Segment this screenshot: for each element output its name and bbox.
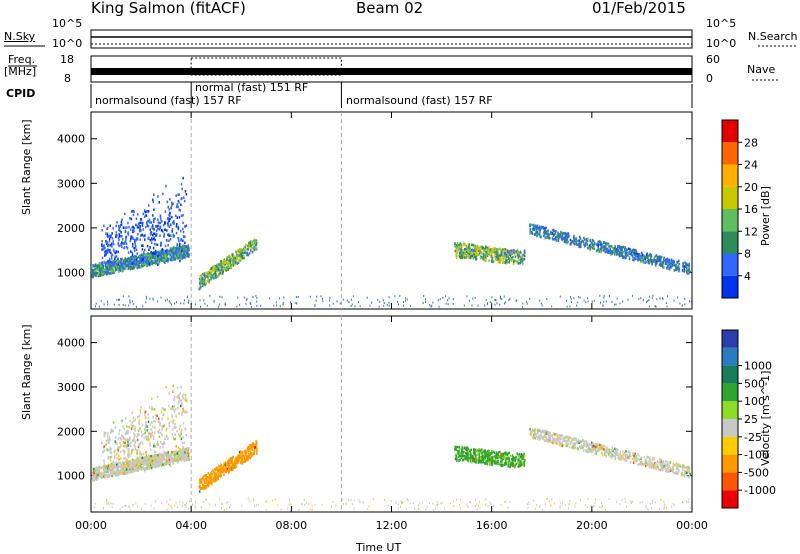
station-title: King Salmon (fitACF) [91,0,246,17]
power-plot-area [90,111,693,310]
velocity-colorbar-tick-label-6: 500 [744,377,765,390]
nsky-tick-top: 10^5 [52,17,83,30]
power-colorbar-swatch-0 [722,275,738,298]
xtick-label-6: 00:00 [676,519,708,532]
nave-tick-bottom: 0 [706,72,713,85]
velocity-colorbar-swatch-4 [722,419,738,437]
power-colorbar-swatch-4 [722,186,738,209]
velocity-colorbar-swatch-5 [722,401,738,419]
cpid-segment-3: normalsound (fast) 157 RF [346,94,493,107]
velocity-colorbar-swatch-0 [722,490,738,508]
freq-trace [91,68,692,75]
power-colorbar-swatch-3 [722,209,738,232]
velocity-colorbar-tick-label-4: 25 [744,413,758,426]
power-ytick-label-2: 3000 [57,177,85,190]
power-colorbar-tick-label-2: 12 [744,225,758,238]
power-colorbar-swatch-5 [722,164,738,187]
freq-label: Freq. [8,53,36,66]
vel-echoes [91,384,692,511]
nave-label: Nave [747,63,776,76]
nsearch-tick-top: 10^5 [706,17,737,30]
xlabel: Time UT [356,541,402,554]
cpid-segment-2: normal (fast) 151 RF [195,81,309,94]
velocity-colorbar-tick-label-2: -100 [744,449,769,462]
nsearch-label: N.Search [748,30,798,43]
cpid-label: CPID [6,87,36,100]
power-colorbar-tick-label-5: 24 [744,159,758,172]
vel-plot-area [90,315,693,513]
power-colorbar-swatch-6 [722,142,738,165]
freq-tick-bottom: 8 [64,72,71,85]
power-colorbar-tick-label-6: 28 [744,136,758,149]
velocity-colorbar-tick-label-1: -500 [744,466,769,479]
power-colorbar-swatch-2 [722,231,738,254]
velocity-colorbar-tick-label-0: -1000 [744,484,776,497]
cpid-segment-1: normalsound (fast) 157 RF [95,94,242,107]
velocity-colorbar-tick-label-3: -25 [744,431,762,444]
vel-ytick-label-2: 3000 [57,381,85,394]
date-title: 01/Feb/2015 [592,0,686,17]
nave-tick-top: 60 [706,53,720,66]
nsky-strip [90,29,693,49]
power-colorbar-tick-label-0: 4 [744,270,751,283]
freq-unit: [MHz] [4,65,37,78]
beam-title: Beam 02 [356,0,424,17]
velocity-colorbar-tick-label-7: 1000 [744,360,772,373]
xtick-label-2: 08:00 [275,519,307,532]
power-echoes [91,176,692,308]
freq-tick-top: 18 [60,53,74,66]
xtick-label-4: 16:00 [476,519,508,532]
velocity-colorbar-swatch-9 [722,330,738,348]
power-colorbar [721,119,742,299]
power-ytick-label-3: 4000 [57,133,85,146]
power-colorbar-tick-label-3: 16 [744,203,758,216]
vel-ytick-label-1: 2000 [57,425,85,438]
xtick-label-3: 12:00 [376,519,408,532]
power-ytick-label-1: 2000 [57,222,85,235]
nsky-tick-bottom: 10^0 [52,37,83,50]
power-frame [90,111,693,310]
xtick-label-0: 00:00 [75,519,107,532]
nsearch-tick-bottom: 10^0 [706,37,737,50]
xtick-label-1: 04:00 [175,519,207,532]
velocity-colorbar-swatch-6 [722,383,738,402]
power-colorbar-tick-label-4: 20 [744,181,758,194]
velocity-colorbar-tick-label-5: 100 [744,395,765,408]
velocity-colorbar-swatch-2 [722,454,738,473]
velocity-colorbar-swatch-1 [722,472,738,491]
velocity-colorbar-swatch-7 [722,365,738,384]
xtick-label-5: 20:00 [576,519,608,532]
nsky-label: N.Sky [4,30,36,43]
velocity-colorbar [721,329,742,509]
velocity-colorbar-swatch-3 [722,436,738,455]
power-colorbar-swatch-7 [722,120,738,143]
power-ytick-label-0: 1000 [57,266,85,279]
power-colorbar-tick-label-1: 8 [744,248,751,261]
vel-ytick-label-0: 1000 [57,470,85,483]
vel-ytick-label-3: 4000 [57,337,85,350]
velocity-colorbar-swatch-8 [722,347,738,366]
power-colorbar-swatch-1 [722,253,738,276]
